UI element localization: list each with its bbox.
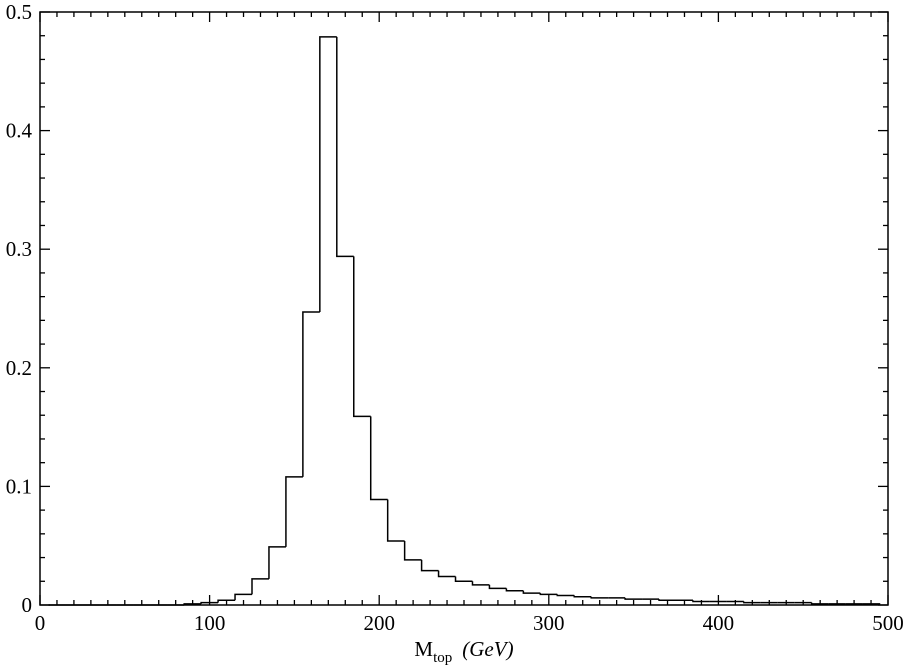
histogram-bin [556,594,575,597]
x-axis-label: Mtop (GeV) [414,637,513,666]
histogram-bin [285,476,303,547]
histogram-bin [658,599,676,602]
histogram-bin [369,416,388,501]
y-tick-label: 0.2 [6,356,32,380]
x-label-main: M [414,637,433,661]
y-tick-label: 0.4 [6,119,33,143]
y-tick-label: 0.3 [6,237,32,261]
plot-frame [39,11,889,606]
histogram-bin [692,600,710,603]
x-label-unit: (GeV) [462,637,513,661]
histogram-bin [810,602,829,605]
x-tick-label: 0 [35,611,46,635]
histogram-bin [590,596,609,599]
y-tick-label: 0.5 [6,0,32,24]
histogram-bin [302,311,320,477]
histogram-bin [386,499,405,542]
histogram-bin [251,578,269,595]
histogram-bin [234,593,252,601]
x-tick-label: 500 [872,611,904,635]
histogram-bin [200,601,219,604]
x-tick-label: 100 [194,611,226,635]
histogram-bin [624,597,643,600]
histogram-bin [539,593,558,596]
y-tick-label: 0 [22,593,33,617]
histogram-bin [319,36,337,313]
x-tick-label: 400 [703,611,735,635]
histogram-bin [336,36,354,258]
histogram-bin [183,603,202,605]
histogram-bin [420,559,439,572]
y-tick-label: 0.1 [6,474,32,498]
histogram-bin [437,570,456,578]
histogram-bin [403,540,422,561]
histogram-bin [505,588,524,592]
histogram-bin [471,581,490,586]
histogram-bin [573,595,592,598]
histogram-bin [743,601,761,604]
histogram-bin [217,599,236,603]
x-label-sub: top [433,650,452,666]
histogram-bin [488,584,507,590]
histogram-bin [862,603,881,605]
histogram-bin [268,546,286,579]
x-tick-label: 300 [533,611,565,635]
x-tick-label: 200 [363,611,395,635]
histogram-bin [353,256,371,418]
histogram-bin [522,590,541,594]
histogram-bin [454,576,473,583]
